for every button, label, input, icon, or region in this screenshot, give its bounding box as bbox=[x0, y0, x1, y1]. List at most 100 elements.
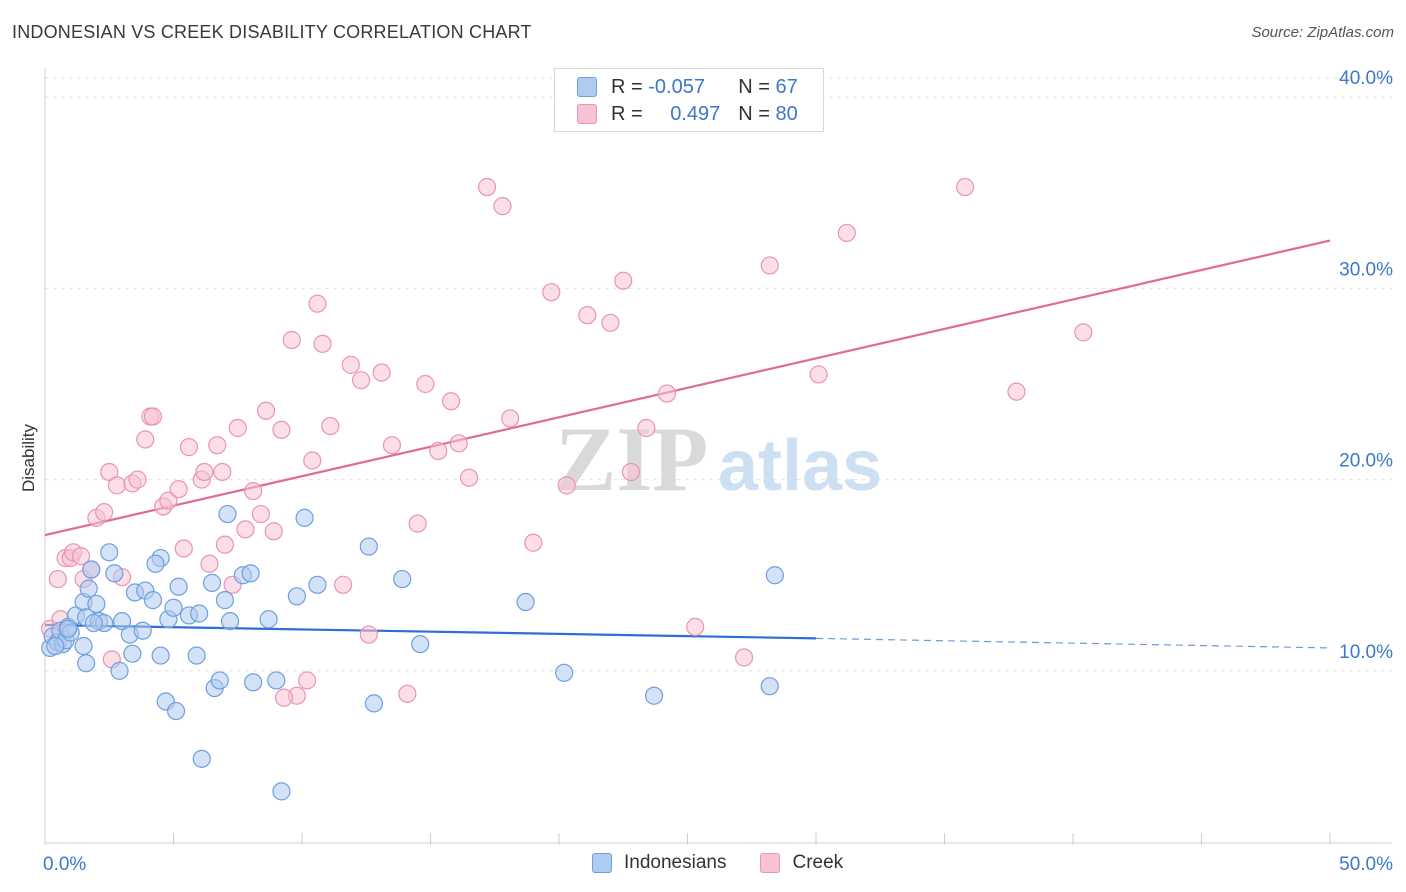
swatch-indonesians bbox=[577, 77, 597, 97]
point-indonesians bbox=[105, 564, 124, 583]
point-creek bbox=[501, 409, 520, 428]
point-creek bbox=[637, 418, 656, 438]
point-creek bbox=[272, 420, 291, 439]
legend-n-value: 67 bbox=[775, 75, 798, 98]
legend-r-value: 0.497 bbox=[670, 102, 721, 125]
legend-r-label: R = bbox=[611, 102, 649, 125]
point-creek bbox=[303, 451, 322, 470]
point-creek bbox=[200, 554, 219, 573]
point-creek bbox=[398, 684, 417, 703]
point-indonesians bbox=[516, 592, 535, 612]
point-creek bbox=[298, 671, 317, 690]
point-creek bbox=[416, 374, 435, 394]
point-indonesians bbox=[74, 636, 93, 656]
point-indonesians bbox=[151, 646, 170, 665]
legend-row-creek: R = 0.497 N = 80 bbox=[577, 101, 798, 127]
y-tick-label: 40.0% bbox=[1339, 68, 1393, 89]
point-creek bbox=[228, 418, 247, 438]
point-creek bbox=[621, 462, 641, 482]
point-creek bbox=[256, 401, 276, 420]
point-indonesians bbox=[218, 504, 237, 524]
source-label: Source: ZipAtlas.com bbox=[1251, 24, 1394, 41]
point-indonesians bbox=[169, 577, 188, 596]
point-creek bbox=[524, 533, 543, 552]
point-indonesians bbox=[79, 579, 98, 598]
point-indonesians bbox=[215, 591, 234, 610]
point-creek bbox=[128, 470, 147, 489]
point-creek bbox=[208, 436, 227, 455]
y-axis-label: Disability bbox=[19, 423, 38, 492]
x-tick-label: 0.0% bbox=[43, 854, 86, 875]
point-creek bbox=[578, 306, 597, 325]
point-creek bbox=[264, 522, 283, 541]
point-indonesians bbox=[192, 749, 211, 768]
point-indonesians bbox=[46, 636, 65, 656]
point-creek bbox=[614, 271, 633, 290]
legend-n-value: 80 bbox=[775, 102, 798, 125]
legend-swatch-creek bbox=[760, 853, 781, 873]
point-creek bbox=[686, 617, 705, 636]
point-indonesians bbox=[244, 673, 263, 692]
point-creek bbox=[557, 476, 576, 495]
point-creek bbox=[449, 434, 468, 453]
point-creek bbox=[244, 482, 263, 501]
point-creek bbox=[251, 504, 270, 524]
swatch-creek bbox=[577, 104, 597, 124]
y-tick-label: 20.0% bbox=[1339, 451, 1393, 472]
point-indonesians bbox=[110, 661, 129, 680]
legend-r-value: -0.057 bbox=[648, 75, 705, 98]
point-creek bbox=[48, 569, 67, 589]
point-creek bbox=[100, 462, 119, 482]
point-creek bbox=[274, 688, 294, 707]
point-creek bbox=[352, 371, 371, 390]
point-creek bbox=[236, 520, 255, 539]
trend-line-indonesians-extrapolated bbox=[815, 637, 1331, 649]
point-indonesians bbox=[123, 644, 142, 663]
point-creek bbox=[179, 438, 199, 457]
axes bbox=[44, 68, 1392, 845]
point-creek bbox=[143, 407, 163, 426]
watermark-atlas: atlas bbox=[718, 426, 882, 506]
point-creek bbox=[382, 436, 402, 455]
point-creek bbox=[441, 392, 461, 411]
point-indonesians bbox=[187, 646, 206, 665]
point-indonesians bbox=[272, 782, 291, 801]
point-creek bbox=[71, 547, 91, 566]
point-indonesians bbox=[202, 573, 222, 593]
point-creek bbox=[195, 462, 214, 482]
stats-legend: R = -0.057 N = 67 R = 0.497 N = 80 bbox=[554, 68, 824, 132]
point-indonesians bbox=[393, 569, 412, 589]
legend-item-creek: Creek bbox=[760, 852, 843, 874]
point-indonesians bbox=[210, 671, 229, 690]
point-creek bbox=[174, 539, 193, 558]
y-tick-label: 10.0% bbox=[1339, 642, 1393, 663]
point-indonesians bbox=[411, 634, 430, 654]
point-indonesians bbox=[77, 654, 96, 673]
point-indonesians bbox=[84, 613, 103, 633]
point-creek bbox=[213, 462, 232, 482]
point-creek bbox=[136, 430, 155, 449]
legend-label-creek: Creek bbox=[792, 852, 844, 873]
point-creek bbox=[837, 223, 856, 243]
point-creek bbox=[734, 648, 754, 667]
point-indonesians bbox=[166, 701, 186, 721]
point-indonesians bbox=[308, 575, 327, 594]
point-creek bbox=[282, 330, 301, 350]
point-indonesians bbox=[287, 587, 306, 606]
y-tick-label: 30.0% bbox=[1339, 259, 1393, 280]
point-creek bbox=[459, 468, 479, 487]
watermark-zip: ZIP bbox=[555, 408, 708, 510]
series-legend: Indonesians Creek bbox=[592, 852, 877, 874]
point-indonesians bbox=[190, 604, 209, 623]
point-indonesians bbox=[146, 554, 165, 573]
point-creek bbox=[493, 197, 512, 216]
point-creek bbox=[159, 491, 178, 510]
legend-label-indonesians: Indonesians bbox=[624, 852, 727, 873]
point-indonesians bbox=[241, 564, 260, 583]
x-tick-label: 50.0% bbox=[1339, 854, 1393, 875]
point-indonesians bbox=[765, 566, 784, 585]
point-creek bbox=[95, 503, 114, 522]
point-indonesians bbox=[267, 671, 286, 690]
point-indonesians bbox=[100, 543, 119, 562]
point-indonesians bbox=[87, 594, 106, 614]
